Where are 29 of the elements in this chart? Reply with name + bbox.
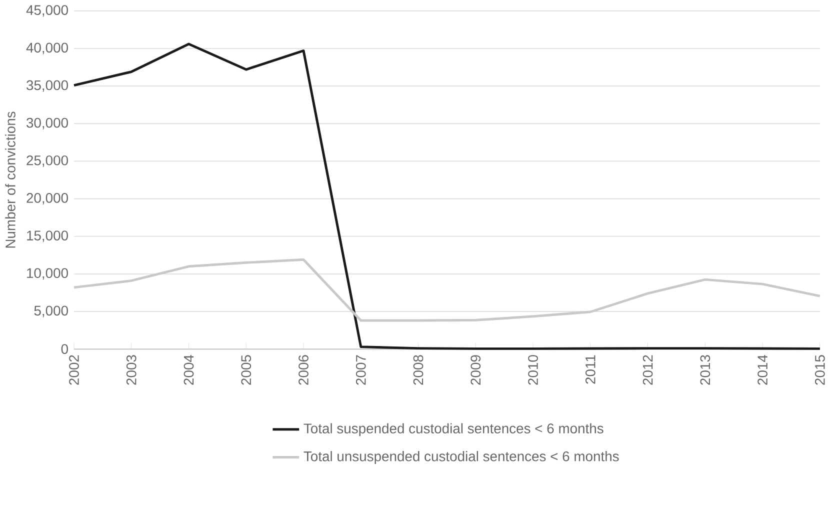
x-tick-label: 2003 [126,355,136,385]
x-tick-label: 2005 [241,355,252,385]
y-tick-label: 15,000 [27,230,68,242]
y-tick-label: 35,000 [26,80,68,92]
x-tick-label: 2011 [585,355,596,384]
x-tick-label: 2006 [298,355,308,385]
y-tick-label: 10,000 [27,268,68,280]
x-tick-label: 2007 [356,355,366,385]
line-series [72,42,822,350]
x-tick-label: 2013 [700,355,710,385]
line-series [72,258,822,322]
y-tick-label: 5,000 [34,306,68,318]
y-tick-label: 20,000 [26,192,68,204]
x-tick-label: 2014 [758,354,768,385]
x-tick-label: 2009 [470,355,481,385]
x-tick-label: 2008 [413,355,424,385]
y-tick-label: 40,000 [26,42,68,54]
x-tick-label: 2015 [814,355,825,385]
legend-label: Total suspended custodial sentences < 6 months [304,423,604,436]
x-tick-label: 2004 [184,354,194,385]
x-tick-label: 2012 [642,355,653,385]
x-tick-label: 2002 [69,355,79,385]
y-tick-label: 0 [61,344,68,354]
y-tick-label: 45,000 [26,5,68,17]
y-tick-label: 25,000 [26,155,68,167]
y-axis-title: Number of convictions [5,112,16,248]
legend-label: Total unsuspended custodial sentences < 6 months [304,450,619,464]
x-tick-label: 2010 [528,354,538,385]
y-tick-label: 30,000 [26,118,68,130]
